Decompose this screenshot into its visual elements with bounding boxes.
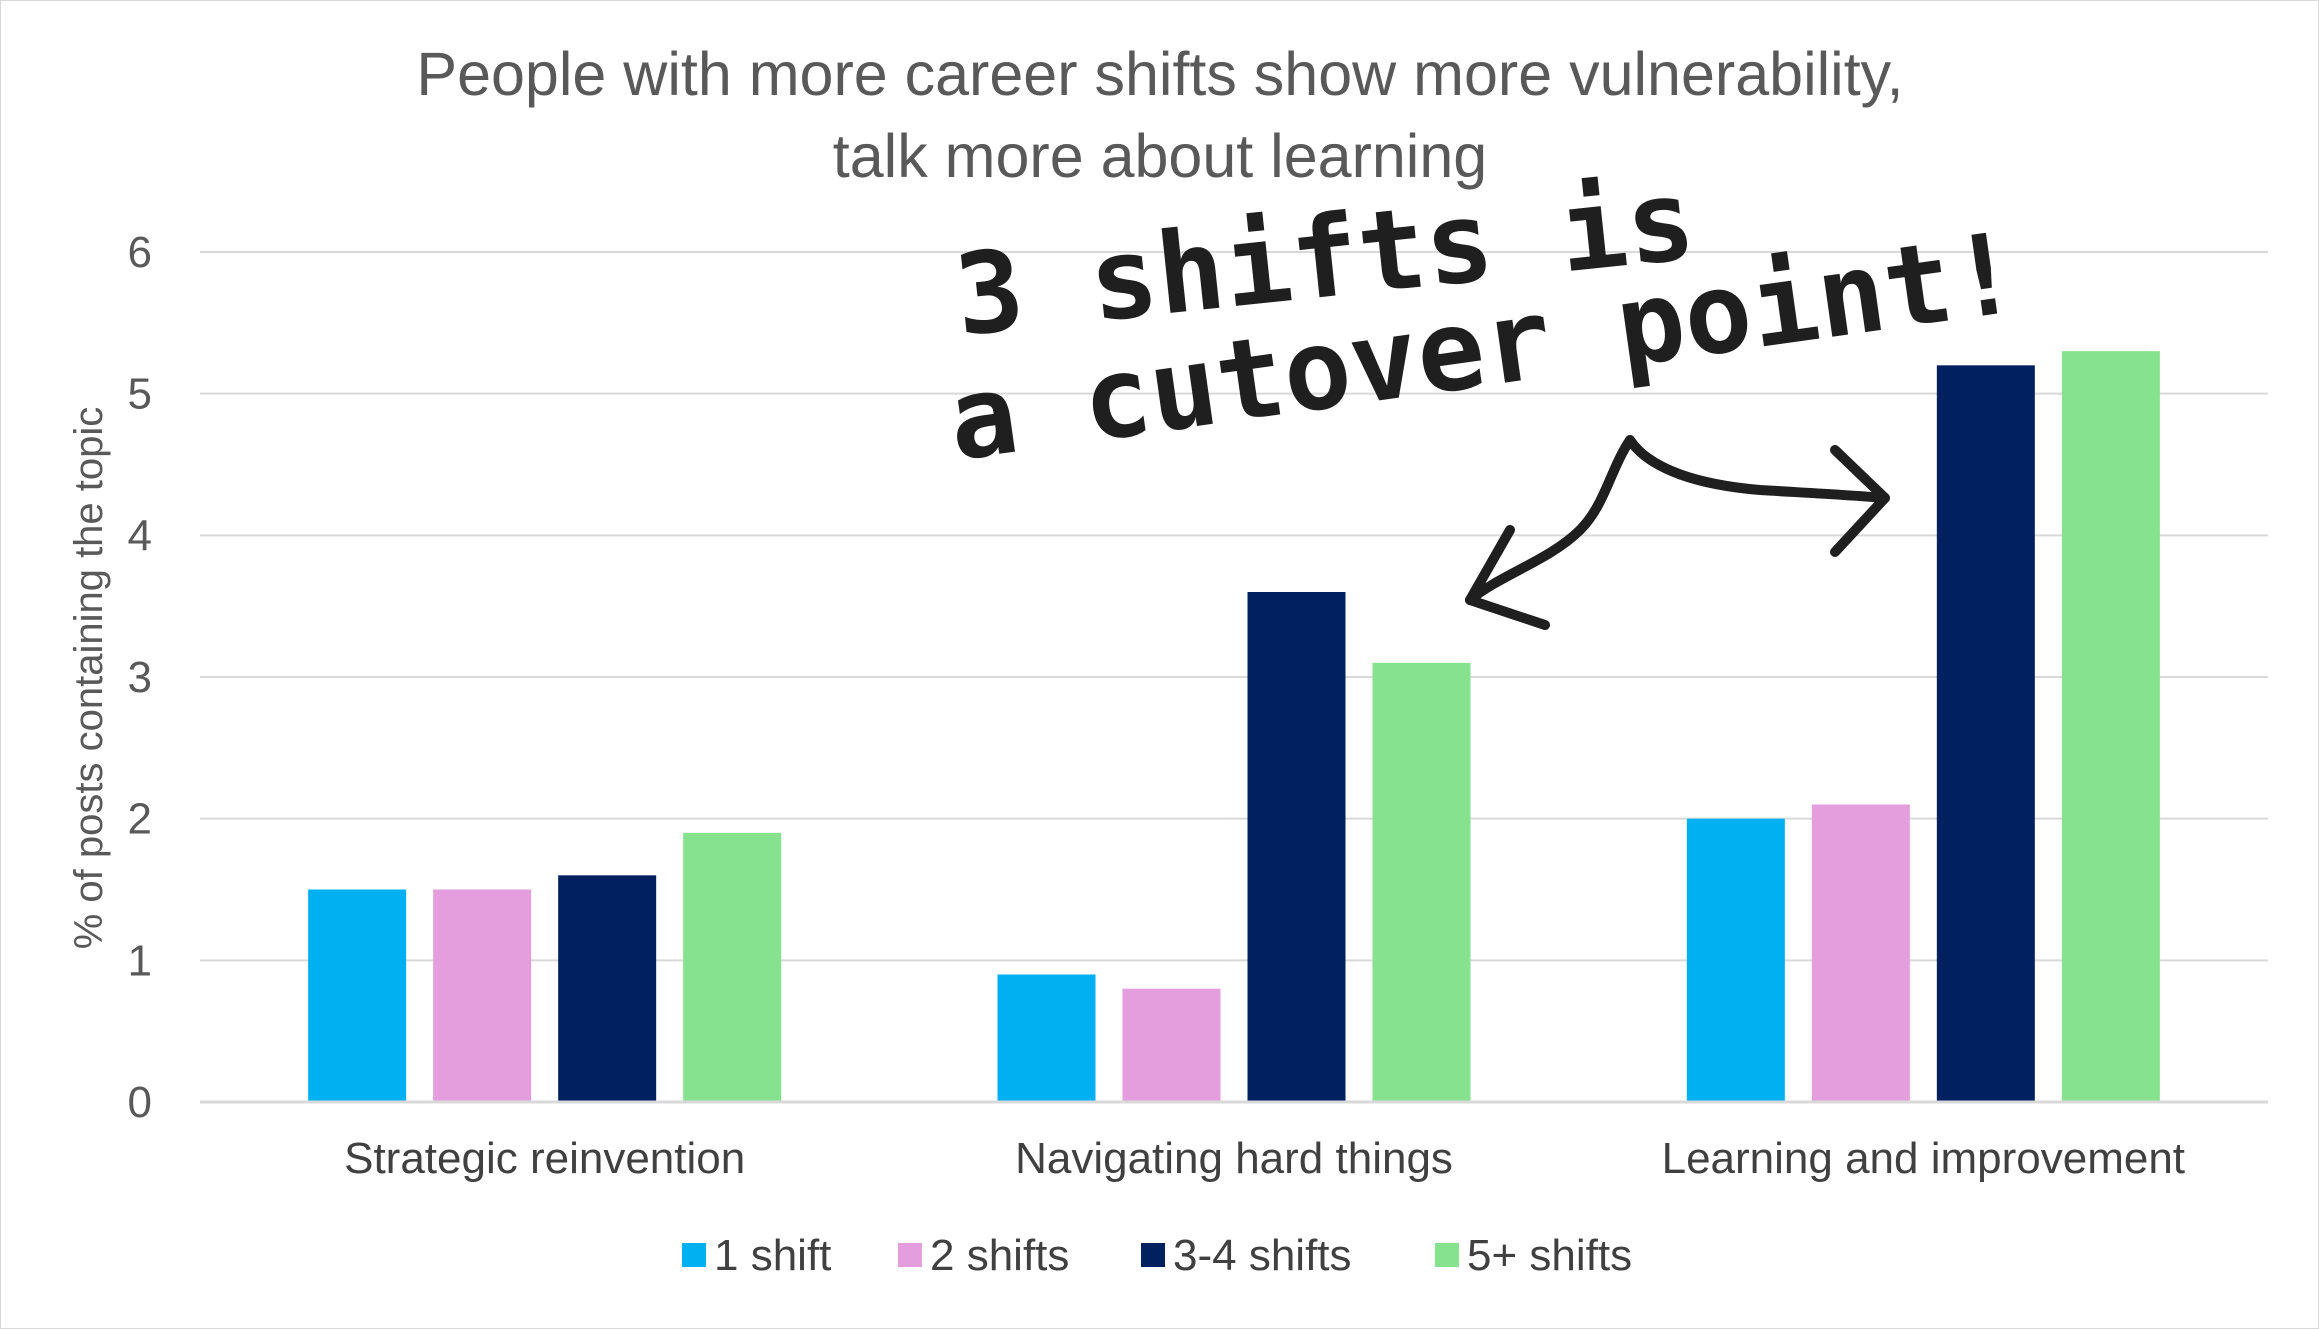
legend-label: 2 shifts — [930, 1231, 1069, 1280]
bar — [1686, 818, 1785, 1102]
chart-title-line-1: People with more career shifts show more… — [416, 40, 1903, 108]
x-axis-categories: Strategic reinvention Navigating hard thi… — [344, 1134, 2185, 1183]
y-tick-label: 3 — [128, 653, 152, 702]
annotation-arrowhead-right — [1830, 445, 1890, 557]
y-tick-label: 1 — [128, 936, 152, 985]
bar — [1247, 592, 1346, 1102]
bar — [558, 875, 657, 1102]
bar — [433, 889, 532, 1102]
handwritten-annotation: 3 shifts is a cutover point! — [941, 155, 2027, 630]
x-category-label: Navigating hard things — [1015, 1134, 1453, 1183]
bar — [2061, 351, 2160, 1103]
legend-label: 3-4 shifts — [1173, 1231, 1352, 1280]
annotation-arrowhead-left — [1465, 525, 1550, 630]
annotation-arrow-right — [1625, 435, 1890, 503]
y-tick-label: 2 — [128, 795, 152, 844]
y-axis-label: % of posts containing the topic — [67, 407, 111, 950]
y-tick-label: 5 — [128, 370, 152, 419]
legend-swatch — [1435, 1243, 1459, 1267]
gridlines — [200, 251, 2268, 962]
x-category-label: Learning and improvement — [1662, 1134, 2185, 1183]
legend-swatch — [898, 1243, 922, 1267]
bars — [308, 351, 2160, 1103]
bar — [1811, 804, 1910, 1102]
bar — [1372, 662, 1471, 1102]
bar — [308, 889, 407, 1102]
legend-label: 1 shift — [714, 1231, 831, 1280]
y-axis-ticks: 0 1 2 3 4 5 6 — [128, 228, 152, 1127]
x-category-label: Strategic reinvention — [344, 1134, 745, 1183]
bar — [1122, 988, 1221, 1102]
legend-swatch — [1141, 1243, 1165, 1267]
bar — [997, 974, 1096, 1102]
legend: 1 shift 2 shifts 3-4 shifts 5+ shifts — [682, 1231, 1632, 1280]
legend-label: 5+ shifts — [1467, 1231, 1632, 1280]
bar — [1936, 365, 2035, 1102]
annotation-arrow-left — [1465, 435, 1635, 605]
y-tick-label: 0 — [128, 1078, 152, 1127]
y-tick-label: 4 — [128, 511, 152, 560]
bar — [683, 832, 782, 1102]
y-tick-label: 6 — [128, 228, 152, 277]
chart-title-line-2: talk more about learning — [833, 122, 1487, 190]
legend-swatch — [682, 1243, 706, 1267]
